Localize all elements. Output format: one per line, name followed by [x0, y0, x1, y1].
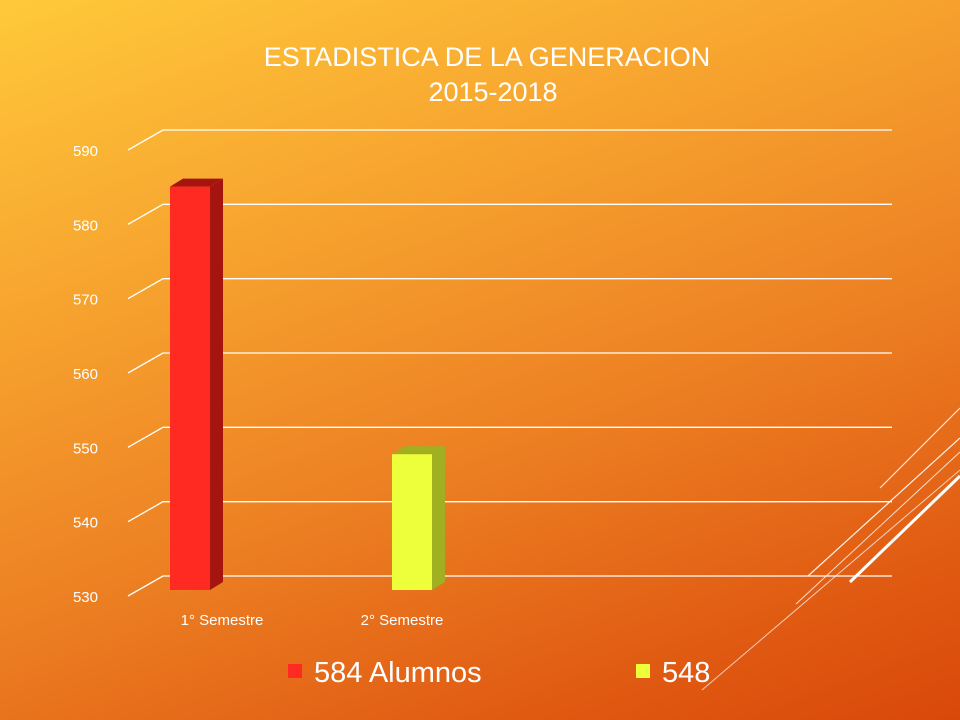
- y-axis-ticks: 530 540 550 560 570 580 590: [73, 143, 98, 606]
- gridline: [127, 501, 892, 523]
- chart-title: ESTADISTICA DE LA GENERACION: [264, 42, 711, 72]
- bar-front: [170, 186, 210, 590]
- gridline: [127, 575, 892, 597]
- y-tick-label: 560: [73, 366, 98, 383]
- x-tick-label: 1° Semestre: [181, 612, 264, 629]
- gridline: [127, 426, 892, 448]
- bar-side: [210, 178, 223, 590]
- decorative-lines: [701, 407, 960, 691]
- gridline: [127, 203, 892, 225]
- legend-swatch-series-2: [636, 664, 650, 678]
- bar-2: [392, 446, 445, 590]
- x-axis-labels: 1° Semestre 2° Semestre: [181, 612, 444, 629]
- x-tick-label: 2° Semestre: [361, 612, 444, 629]
- legend-swatch-series-1: [288, 664, 302, 678]
- y-tick-label: 540: [73, 515, 98, 532]
- bar-side: [432, 446, 445, 590]
- bar-top: [392, 446, 445, 455]
- y-tick-label: 580: [73, 217, 98, 234]
- y-tick-label: 530: [73, 589, 98, 606]
- gridlines: [127, 129, 892, 597]
- gridline: [127, 129, 892, 151]
- bar-top: [170, 178, 223, 187]
- legend-label-series-1: 584 Alumnos: [314, 657, 482, 689]
- bar-front: [392, 454, 432, 590]
- y-tick-label: 590: [73, 143, 98, 160]
- y-tick-label: 550: [73, 440, 98, 457]
- bars: [170, 178, 445, 590]
- legend-label-series-2: 548: [662, 657, 710, 689]
- bar-1: [170, 178, 223, 590]
- gridline: [127, 352, 892, 374]
- chart-subtitle: 2015-2018: [428, 77, 557, 107]
- gridline: [127, 278, 892, 300]
- y-tick-label: 570: [73, 292, 98, 309]
- legend: 584 Alumnos 548: [288, 657, 710, 689]
